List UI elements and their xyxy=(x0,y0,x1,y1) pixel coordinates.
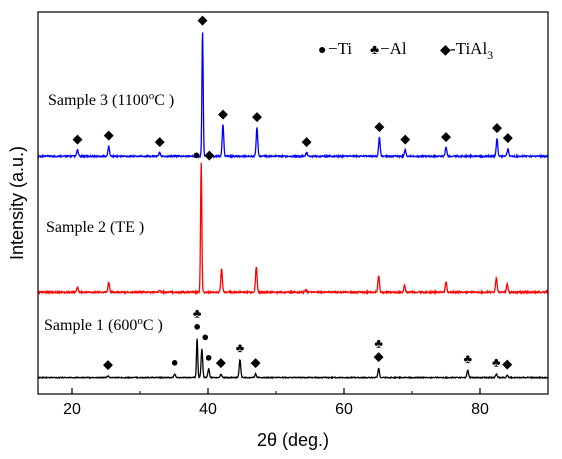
tial3-marker: ◆ xyxy=(104,127,114,142)
ti-marker: ● xyxy=(201,329,209,344)
degree-sign: o xyxy=(149,90,155,102)
legend-entry: ◆ -TiAl3 xyxy=(440,39,493,62)
plot-frame xyxy=(37,11,549,395)
tial3-marker: ◆ xyxy=(302,133,312,148)
series-label-suffix: C ) xyxy=(154,92,174,109)
series-label: Sample 2 (TE ) xyxy=(46,219,144,236)
tial3-marker: ◆ xyxy=(503,130,513,145)
tial3-marker: ◆ xyxy=(441,128,451,143)
legend-subscript: 3 xyxy=(487,48,493,62)
tick-layer: 20 40 60 80 xyxy=(63,388,549,418)
tial3-marker: ◆ xyxy=(198,12,208,27)
legend-label: -TiAl3 xyxy=(450,39,493,62)
x-tick-label: 20 xyxy=(63,401,81,418)
tial3-marker: ◆ xyxy=(218,106,228,121)
legend-label-text: -TiAl xyxy=(450,39,487,58)
tial3-marker: ◆ xyxy=(251,354,261,369)
al-marker: ♣ xyxy=(374,336,383,351)
ti-marker: ● xyxy=(193,147,201,162)
ti-marker: ● xyxy=(193,318,201,333)
legend-entry: ♣ −Al xyxy=(370,39,407,58)
series-label: Sample 1 (600oC ) xyxy=(44,315,163,334)
y-axis-label: Intensity (a.u.) xyxy=(7,146,27,260)
tial3-marker: ◆ xyxy=(252,108,262,123)
x-axis-label: 2θ (deg.) xyxy=(257,430,329,450)
marker-layer: ◆ ◆ ◆◆◆ ◆◆◆◆ ◆◆◆● ◆◆ ●♣●●● ◆♣◆♣◆ ♣ ♣ ◆ xyxy=(72,12,512,372)
series-label-main: Sample 1 (600 xyxy=(44,317,137,334)
tial3-marker: ◆ xyxy=(72,131,82,146)
al-marker: ♣ xyxy=(236,340,245,355)
legend-symbol: ♣ xyxy=(370,43,379,58)
x-tick-label: 40 xyxy=(199,401,217,418)
legend-entry: ● −Ti xyxy=(318,39,352,58)
tial3-marker: ◆ xyxy=(103,357,113,372)
series-line xyxy=(37,162,549,296)
series-layer xyxy=(37,32,549,380)
series-label-main: Sample 2 (TE ) xyxy=(46,219,144,236)
x-tick-label: 60 xyxy=(335,401,353,418)
tial3-marker: ◆ xyxy=(216,354,226,369)
series-label-main: Sample 3 (1100 xyxy=(48,92,149,109)
legend: ● −Ti ♣ −Al ◆ -TiAl3 xyxy=(318,39,493,62)
tial3-marker: ◆ xyxy=(204,147,214,162)
series-line xyxy=(37,338,549,380)
tial3-marker: ◆ xyxy=(492,120,502,135)
series-line xyxy=(37,32,549,160)
series-label: Sample 3 (1100oC ) xyxy=(48,90,174,109)
tial3-marker: ◆ xyxy=(155,133,165,148)
ti-marker: ● xyxy=(205,349,213,364)
tial3-marker: ◆ xyxy=(502,356,512,371)
legend-label-text: −Ti xyxy=(328,39,352,58)
tial3-marker: ◆ xyxy=(374,118,384,133)
series-label-suffix: C ) xyxy=(143,317,163,334)
legend-label: −Al xyxy=(380,39,407,58)
tial3-marker: ◆ xyxy=(400,131,410,146)
legend-symbol: ● xyxy=(318,43,326,58)
ti-marker: ● xyxy=(171,354,179,369)
x-tick-label: 80 xyxy=(471,401,489,418)
degree-sign: o xyxy=(137,315,143,327)
al-marker: ♣ xyxy=(463,351,472,366)
al-marker: ♣ xyxy=(193,305,202,320)
label-layer: Sample 3 (1100oC )Sample 2 (TE )Sample 1… xyxy=(44,90,174,334)
legend-symbol: ◆ xyxy=(440,43,451,58)
legend-label: −Ti xyxy=(328,39,352,58)
tial3-marker: ◆ xyxy=(374,349,384,364)
al-marker: ♣ xyxy=(492,354,501,369)
legend-label-text: −Al xyxy=(380,39,407,58)
